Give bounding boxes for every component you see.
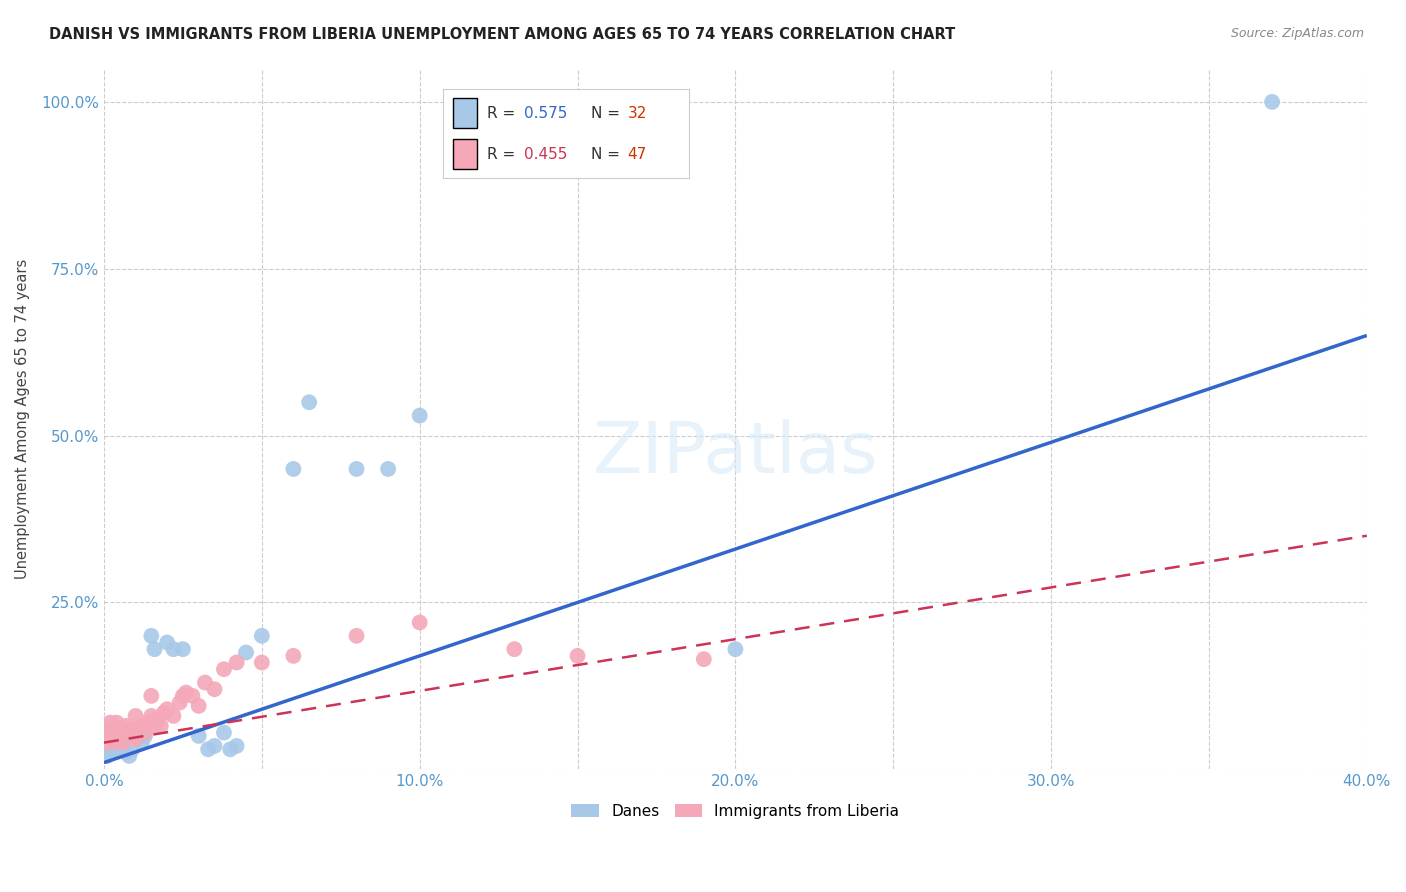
- Point: [225, 656, 247, 670]
- Point: [219, 742, 242, 756]
- Text: ZIPatlas: ZIPatlas: [592, 419, 879, 489]
- Point: [128, 723, 150, 737]
- Point: [96, 748, 118, 763]
- Point: [162, 709, 184, 723]
- Point: [121, 725, 143, 739]
- Point: [187, 729, 209, 743]
- Point: [136, 715, 159, 730]
- Point: [298, 395, 321, 409]
- Point: [346, 462, 368, 476]
- Point: [408, 409, 430, 423]
- Point: [105, 715, 128, 730]
- Point: [118, 729, 141, 743]
- Point: [197, 742, 219, 756]
- Text: 32: 32: [627, 106, 647, 120]
- Point: [162, 642, 184, 657]
- Point: [212, 662, 235, 676]
- Point: [567, 648, 589, 663]
- Point: [141, 629, 163, 643]
- Text: R =: R =: [486, 147, 520, 161]
- Text: 47: 47: [627, 147, 647, 161]
- Point: [108, 723, 131, 737]
- Point: [153, 706, 176, 720]
- Point: [141, 709, 163, 723]
- Point: [377, 462, 399, 476]
- Point: [105, 729, 128, 743]
- Text: R =: R =: [486, 106, 520, 120]
- Point: [283, 462, 305, 476]
- FancyBboxPatch shape: [453, 139, 478, 169]
- Point: [225, 739, 247, 753]
- Point: [172, 642, 194, 657]
- Point: [124, 732, 146, 747]
- Point: [212, 725, 235, 739]
- Point: [724, 642, 747, 657]
- Point: [283, 648, 305, 663]
- Point: [111, 742, 134, 756]
- Point: [96, 736, 118, 750]
- Point: [250, 656, 273, 670]
- Point: [194, 675, 217, 690]
- Point: [174, 685, 197, 699]
- Point: [134, 725, 156, 739]
- Point: [503, 642, 526, 657]
- FancyBboxPatch shape: [453, 98, 478, 128]
- Point: [98, 715, 121, 730]
- Point: [408, 615, 430, 630]
- Point: [98, 729, 121, 743]
- Point: [115, 729, 138, 743]
- Text: DANISH VS IMMIGRANTS FROM LIBERIA UNEMPLOYMENT AMONG AGES 65 TO 74 YEARS CORRELA: DANISH VS IMMIGRANTS FROM LIBERIA UNEMPL…: [49, 27, 956, 42]
- Text: N =: N =: [591, 106, 624, 120]
- Point: [96, 723, 118, 737]
- Point: [172, 689, 194, 703]
- Point: [187, 698, 209, 713]
- Point: [111, 736, 134, 750]
- Point: [103, 736, 125, 750]
- Point: [346, 629, 368, 643]
- Point: [105, 742, 128, 756]
- Point: [143, 642, 166, 657]
- Point: [181, 689, 204, 703]
- Legend: Danes, Immigrants from Liberia: Danes, Immigrants from Liberia: [565, 797, 905, 825]
- Point: [1261, 95, 1284, 109]
- Point: [156, 635, 179, 649]
- Point: [131, 736, 153, 750]
- Text: Source: ZipAtlas.com: Source: ZipAtlas.com: [1230, 27, 1364, 40]
- Point: [108, 736, 131, 750]
- Point: [118, 748, 141, 763]
- Point: [131, 719, 153, 733]
- Point: [141, 689, 163, 703]
- Point: [115, 746, 138, 760]
- Point: [204, 682, 226, 697]
- Point: [121, 742, 143, 756]
- Point: [108, 729, 131, 743]
- Text: N =: N =: [591, 147, 624, 161]
- Point: [235, 646, 257, 660]
- Point: [143, 719, 166, 733]
- Point: [146, 712, 169, 726]
- Point: [204, 739, 226, 753]
- Point: [115, 719, 138, 733]
- Point: [111, 723, 134, 737]
- Point: [124, 709, 146, 723]
- Point: [124, 729, 146, 743]
- Point: [156, 702, 179, 716]
- Point: [250, 629, 273, 643]
- Point: [98, 746, 121, 760]
- Text: 0.455: 0.455: [524, 147, 568, 161]
- Point: [134, 729, 156, 743]
- Text: 0.575: 0.575: [524, 106, 568, 120]
- Y-axis label: Unemployment Among Ages 65 to 74 years: Unemployment Among Ages 65 to 74 years: [15, 259, 30, 579]
- Point: [149, 719, 172, 733]
- Point: [693, 652, 716, 666]
- Point: [118, 723, 141, 737]
- Point: [103, 723, 125, 737]
- Point: [103, 742, 125, 756]
- Point: [169, 696, 191, 710]
